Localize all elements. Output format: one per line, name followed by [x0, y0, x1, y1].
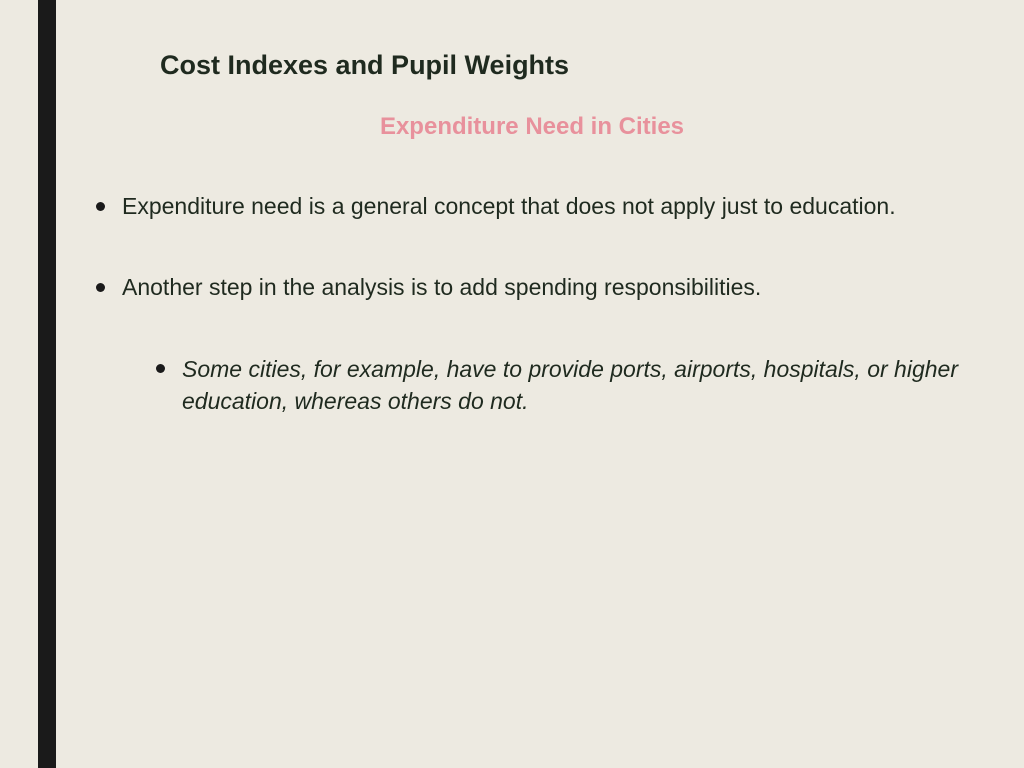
- sub-bullet-text: Some cities, for example, have to provid…: [182, 356, 958, 414]
- sub-bullet-item: Some cities, for example, have to provid…: [152, 353, 974, 417]
- bullet-item: Expenditure need is a general concept th…: [90, 191, 974, 222]
- bullet-item: Another step in the analysis is to add s…: [90, 272, 974, 417]
- bullet-text: Expenditure need is a general concept th…: [122, 193, 896, 219]
- slide-content: Cost Indexes and Pupil Weights Expenditu…: [90, 50, 974, 467]
- slide-title: Cost Indexes and Pupil Weights: [160, 50, 974, 81]
- bullet-text: Another step in the analysis is to add s…: [122, 274, 761, 300]
- accent-side-bar: [38, 0, 56, 768]
- bullet-list: Expenditure need is a general concept th…: [90, 191, 974, 417]
- slide-subtitle: Expenditure Need in Cities: [90, 113, 974, 141]
- sub-bullet-list: Some cities, for example, have to provid…: [122, 353, 974, 417]
